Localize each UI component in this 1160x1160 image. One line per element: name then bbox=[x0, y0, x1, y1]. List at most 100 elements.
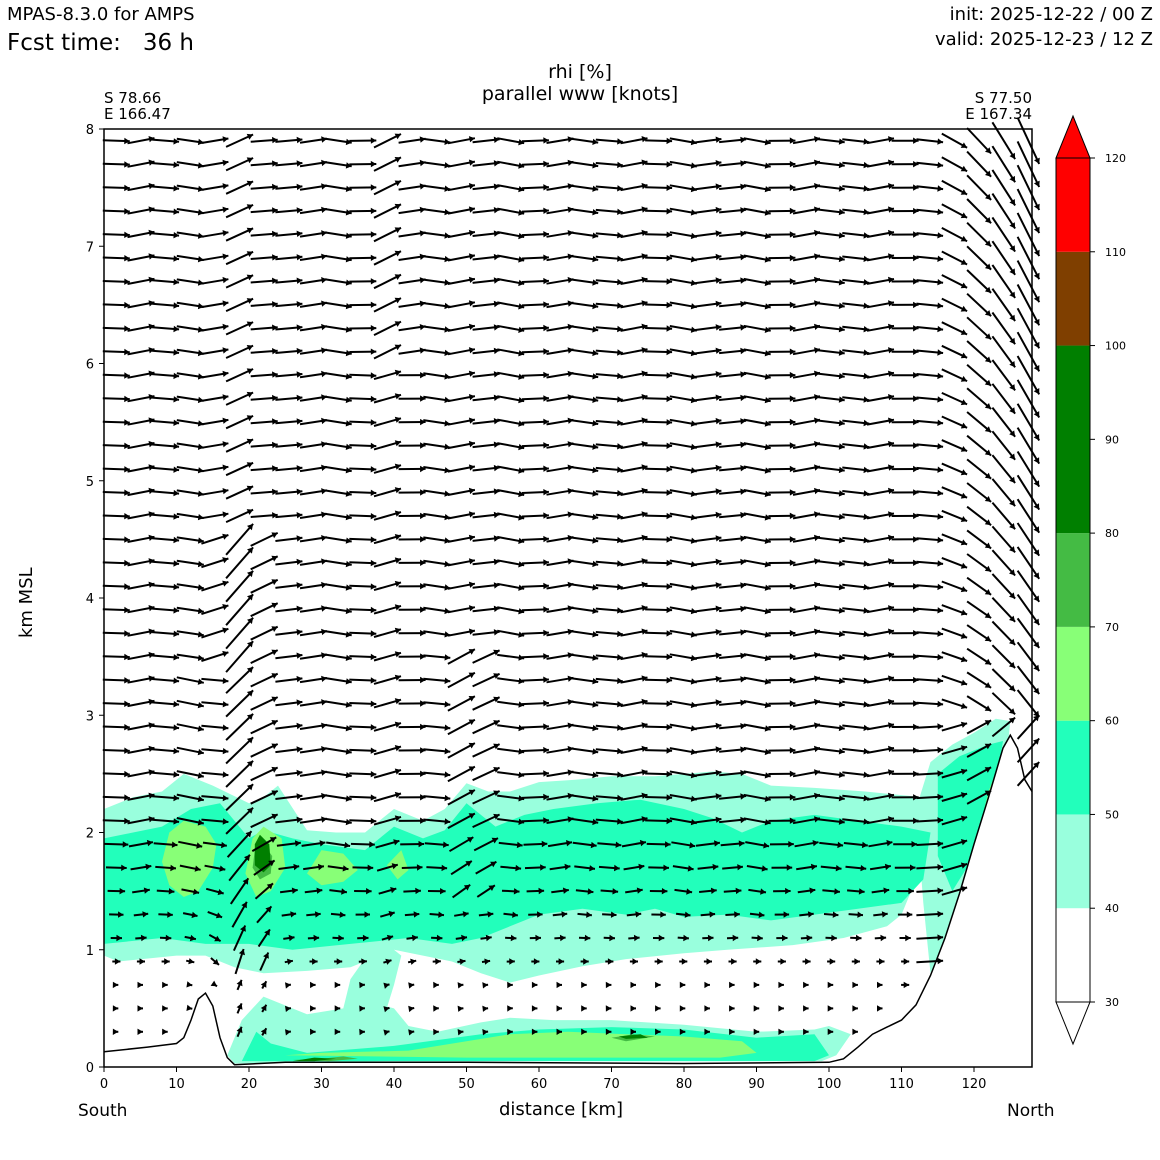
wind-vector bbox=[792, 347, 821, 356]
wind-vector bbox=[991, 668, 1016, 692]
wind-vector-head bbox=[344, 842, 351, 849]
wind-vector-head bbox=[543, 465, 549, 472]
wind-vector-head bbox=[683, 934, 689, 942]
wind-vector bbox=[694, 699, 722, 707]
wind-vector bbox=[645, 794, 673, 801]
wind-vector-head bbox=[888, 792, 894, 799]
wind-vector-head bbox=[438, 911, 444, 918]
wind-vector-head bbox=[556, 981, 562, 989]
wind-vector-head bbox=[666, 255, 673, 262]
wind-vector-head bbox=[419, 300, 426, 307]
wind-vector bbox=[595, 349, 623, 356]
wind-vector bbox=[645, 419, 673, 426]
wind-vector-head bbox=[632, 958, 638, 965]
wind-vector bbox=[324, 325, 352, 333]
wind-vector bbox=[842, 630, 870, 638]
wind-vector bbox=[299, 675, 328, 684]
wind-vector-head bbox=[246, 667, 254, 674]
wind-vector bbox=[472, 813, 501, 829]
wind-vector bbox=[694, 371, 722, 378]
wind-vector bbox=[398, 653, 426, 660]
wind-vector-head bbox=[345, 537, 352, 544]
wind-vector-head bbox=[193, 888, 200, 895]
wind-vector-head bbox=[418, 840, 425, 848]
wind-vector-head bbox=[740, 254, 747, 261]
wind-vector-head bbox=[641, 605, 648, 612]
wind-vector-head bbox=[913, 278, 919, 285]
wind-vector bbox=[433, 1028, 439, 1036]
wind-vector-head bbox=[690, 139, 697, 146]
wind-vector-head bbox=[715, 629, 722, 636]
wind-vector-head bbox=[827, 1028, 834, 1035]
wind-vector-head bbox=[937, 840, 944, 847]
wind-vector bbox=[1016, 427, 1041, 465]
wind-vector-head bbox=[863, 724, 870, 731]
wind-vector-head bbox=[764, 631, 771, 638]
wind-vector-head bbox=[789, 559, 796, 566]
wind-vector bbox=[250, 441, 278, 449]
wind-vector-head bbox=[783, 911, 790, 918]
wind-vector bbox=[521, 207, 549, 214]
wind-vector bbox=[669, 817, 697, 826]
wind-vector bbox=[521, 653, 549, 660]
wind-vector-head bbox=[167, 911, 173, 918]
wind-vector bbox=[891, 606, 919, 613]
wind-vector-head bbox=[937, 910, 944, 918]
wind-vector bbox=[457, 1005, 464, 1012]
wind-vector-head bbox=[960, 189, 968, 195]
wind-vector-head bbox=[937, 607, 944, 614]
wind-vector-head bbox=[641, 417, 648, 424]
wind-vector bbox=[301, 840, 326, 847]
wind-vector-head bbox=[1009, 222, 1016, 229]
wind-vector-head bbox=[271, 790, 278, 797]
wind-vector-head bbox=[814, 511, 820, 518]
wind-vector bbox=[595, 278, 623, 286]
wind-vector bbox=[571, 513, 599, 521]
wind-vector-head bbox=[960, 539, 968, 546]
wind-vector-head bbox=[984, 635, 992, 642]
wind-vector bbox=[299, 488, 328, 496]
wind-vector bbox=[792, 628, 821, 637]
wind-vector-head bbox=[244, 854, 250, 862]
wind-vector bbox=[628, 934, 640, 942]
wind-vector bbox=[497, 512, 525, 521]
wind-vector-head bbox=[567, 206, 574, 213]
wind-vector bbox=[299, 230, 328, 238]
wind-vector-head bbox=[444, 209, 451, 216]
wind-vector-head bbox=[173, 818, 180, 825]
wind-vector bbox=[891, 676, 919, 684]
wind-vector bbox=[669, 301, 697, 310]
wind-vector-head bbox=[222, 253, 229, 260]
wind-vector-head bbox=[863, 795, 870, 802]
wind-vector-head bbox=[666, 677, 673, 684]
wind-vector-head bbox=[780, 958, 786, 965]
wind-vector-head bbox=[296, 301, 303, 308]
wind-vector-head bbox=[1009, 291, 1016, 298]
wind-vector bbox=[546, 769, 574, 778]
wind-vector-shaft bbox=[991, 383, 1016, 415]
wind-vector bbox=[358, 958, 367, 965]
right-coordinates: S 77.50 E 167.34 bbox=[965, 90, 1032, 122]
wind-vector-shaft bbox=[991, 454, 1016, 484]
wind-vector-head bbox=[690, 396, 697, 404]
wind-vector-head bbox=[124, 489, 130, 496]
wind-vector bbox=[447, 394, 476, 403]
wind-vector bbox=[102, 606, 130, 614]
wind-vector bbox=[447, 253, 476, 262]
wind-vector bbox=[250, 371, 278, 378]
wind-vector-head bbox=[740, 816, 747, 824]
wind-vector bbox=[225, 783, 254, 812]
wind-vector bbox=[891, 161, 919, 168]
wind-vector-head bbox=[268, 860, 275, 867]
wind-vector-head bbox=[359, 981, 365, 989]
wind-vector-shaft bbox=[1016, 307, 1041, 349]
wind-vector-head bbox=[468, 696, 475, 702]
wind-vector bbox=[324, 700, 352, 708]
wind-vector bbox=[398, 418, 426, 426]
wind-vector-head bbox=[222, 627, 229, 634]
x-tick-label: 60 bbox=[531, 1077, 548, 1092]
wind-vector bbox=[916, 419, 944, 426]
wind-vector bbox=[521, 371, 549, 379]
wind-vector bbox=[228, 854, 251, 882]
